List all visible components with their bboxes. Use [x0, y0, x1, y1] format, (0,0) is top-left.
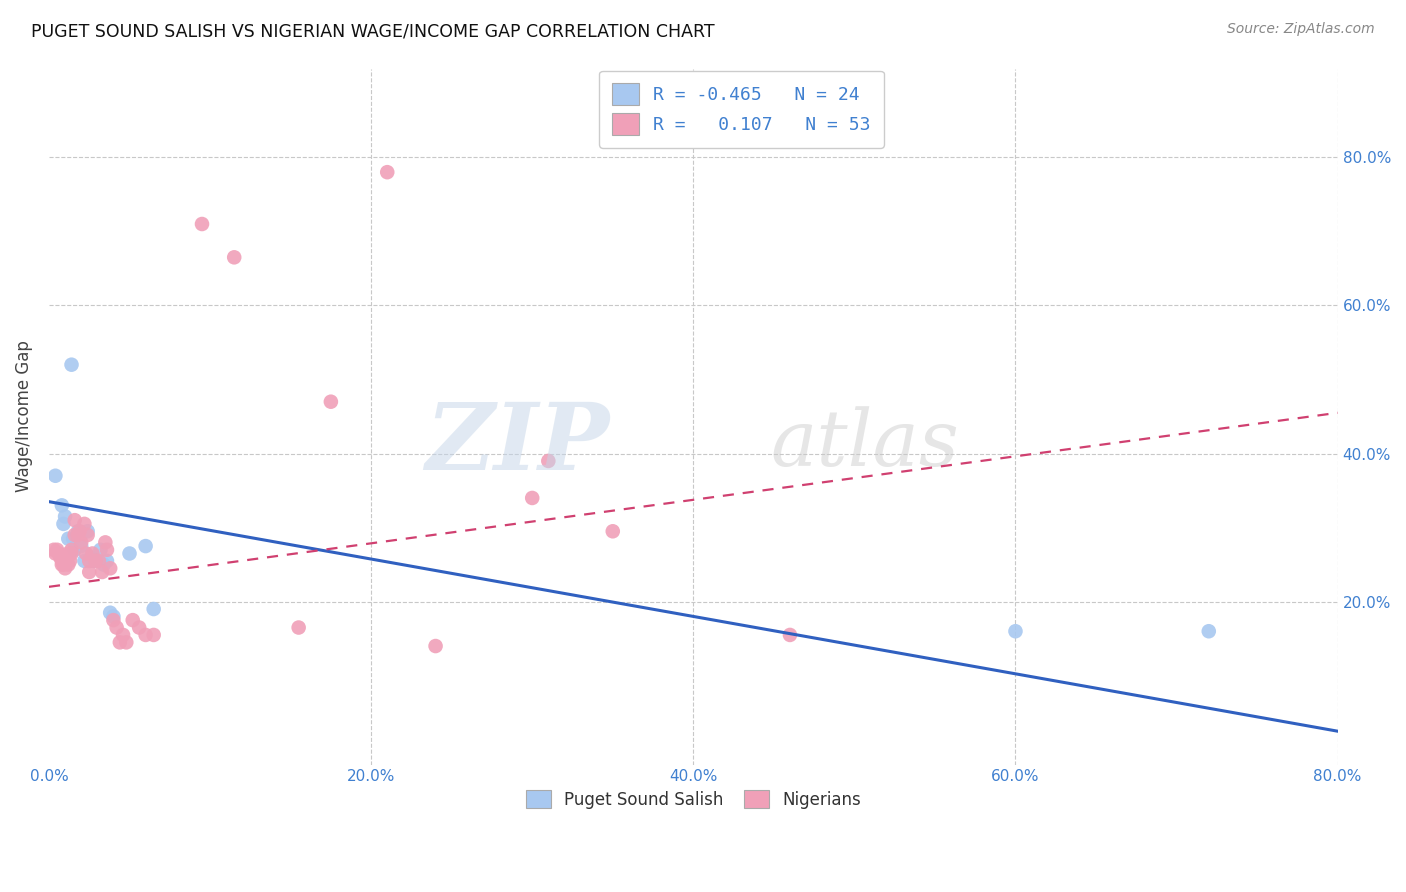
- Point: [63, 542, 86, 557]
- Point: [52, 516, 75, 531]
- Point: [52, 550, 75, 565]
- Point: [103, 613, 125, 627]
- Point: [115, 635, 138, 649]
- Point: [121, 613, 143, 627]
- Point: [51, 558, 73, 572]
- Point: [59, 554, 82, 568]
- Point: [52, 558, 75, 572]
- Point: [128, 621, 150, 635]
- Point: [42, 542, 65, 557]
- Point: [51, 499, 73, 513]
- Point: [93, 558, 115, 572]
- Point: [75, 547, 97, 561]
- Point: [89, 542, 111, 557]
- Point: [98, 606, 121, 620]
- Point: [46, 542, 69, 557]
- Point: [82, 547, 104, 561]
- Point: [135, 539, 157, 553]
- Point: [77, 554, 100, 568]
- Point: [537, 454, 560, 468]
- Point: [44, 547, 66, 561]
- Point: [63, 513, 86, 527]
- Point: [60, 358, 83, 372]
- Point: [94, 535, 117, 549]
- Point: [1198, 624, 1220, 639]
- Point: [69, 524, 91, 539]
- Point: [425, 639, 447, 653]
- Point: [63, 528, 86, 542]
- Point: [319, 394, 342, 409]
- Text: PUGET SOUND SALISH VS NIGERIAN WAGE/INCOME GAP CORRELATION CHART: PUGET SOUND SALISH VS NIGERIAN WAGE/INCO…: [31, 22, 714, 40]
- Point: [66, 524, 89, 539]
- Text: atlas: atlas: [770, 406, 959, 483]
- Point: [142, 602, 165, 616]
- Point: [70, 539, 93, 553]
- Point: [191, 217, 214, 231]
- Point: [58, 547, 80, 561]
- Point: [87, 554, 110, 568]
- Point: [1004, 624, 1026, 639]
- Point: [49, 550, 72, 565]
- Point: [108, 635, 131, 649]
- Point: [83, 554, 105, 568]
- Point: [48, 547, 70, 561]
- Point: [70, 535, 93, 549]
- Point: [73, 554, 96, 568]
- Point: [135, 628, 157, 642]
- Point: [287, 621, 309, 635]
- Point: [44, 468, 66, 483]
- Point: [62, 532, 84, 546]
- Point: [60, 542, 83, 557]
- Point: [91, 565, 114, 579]
- Point: [53, 550, 76, 565]
- Point: [96, 554, 118, 568]
- Y-axis label: Wage/Income Gap: Wage/Income Gap: [15, 341, 32, 492]
- Legend: Puget Sound Salish, Nigerians: Puget Sound Salish, Nigerians: [519, 783, 868, 815]
- Point: [53, 561, 76, 575]
- Point: [66, 528, 89, 542]
- Point: [142, 628, 165, 642]
- Point: [55, 550, 77, 565]
- Point: [51, 554, 73, 568]
- Point: [103, 609, 125, 624]
- Point: [84, 554, 107, 568]
- Point: [118, 547, 141, 561]
- Point: [76, 524, 98, 539]
- Point: [73, 516, 96, 531]
- Point: [522, 491, 544, 505]
- Point: [53, 509, 76, 524]
- Point: [779, 628, 801, 642]
- Point: [80, 550, 103, 565]
- Point: [375, 165, 398, 179]
- Point: [96, 542, 118, 557]
- Point: [224, 250, 246, 264]
- Point: [58, 532, 80, 546]
- Point: [60, 547, 83, 561]
- Point: [602, 524, 624, 539]
- Point: [105, 621, 128, 635]
- Point: [98, 561, 121, 575]
- Point: [76, 528, 98, 542]
- Point: [58, 558, 80, 572]
- Text: ZIP: ZIP: [425, 400, 610, 490]
- Text: Source: ZipAtlas.com: Source: ZipAtlas.com: [1227, 22, 1375, 37]
- Point: [77, 565, 100, 579]
- Point: [112, 628, 135, 642]
